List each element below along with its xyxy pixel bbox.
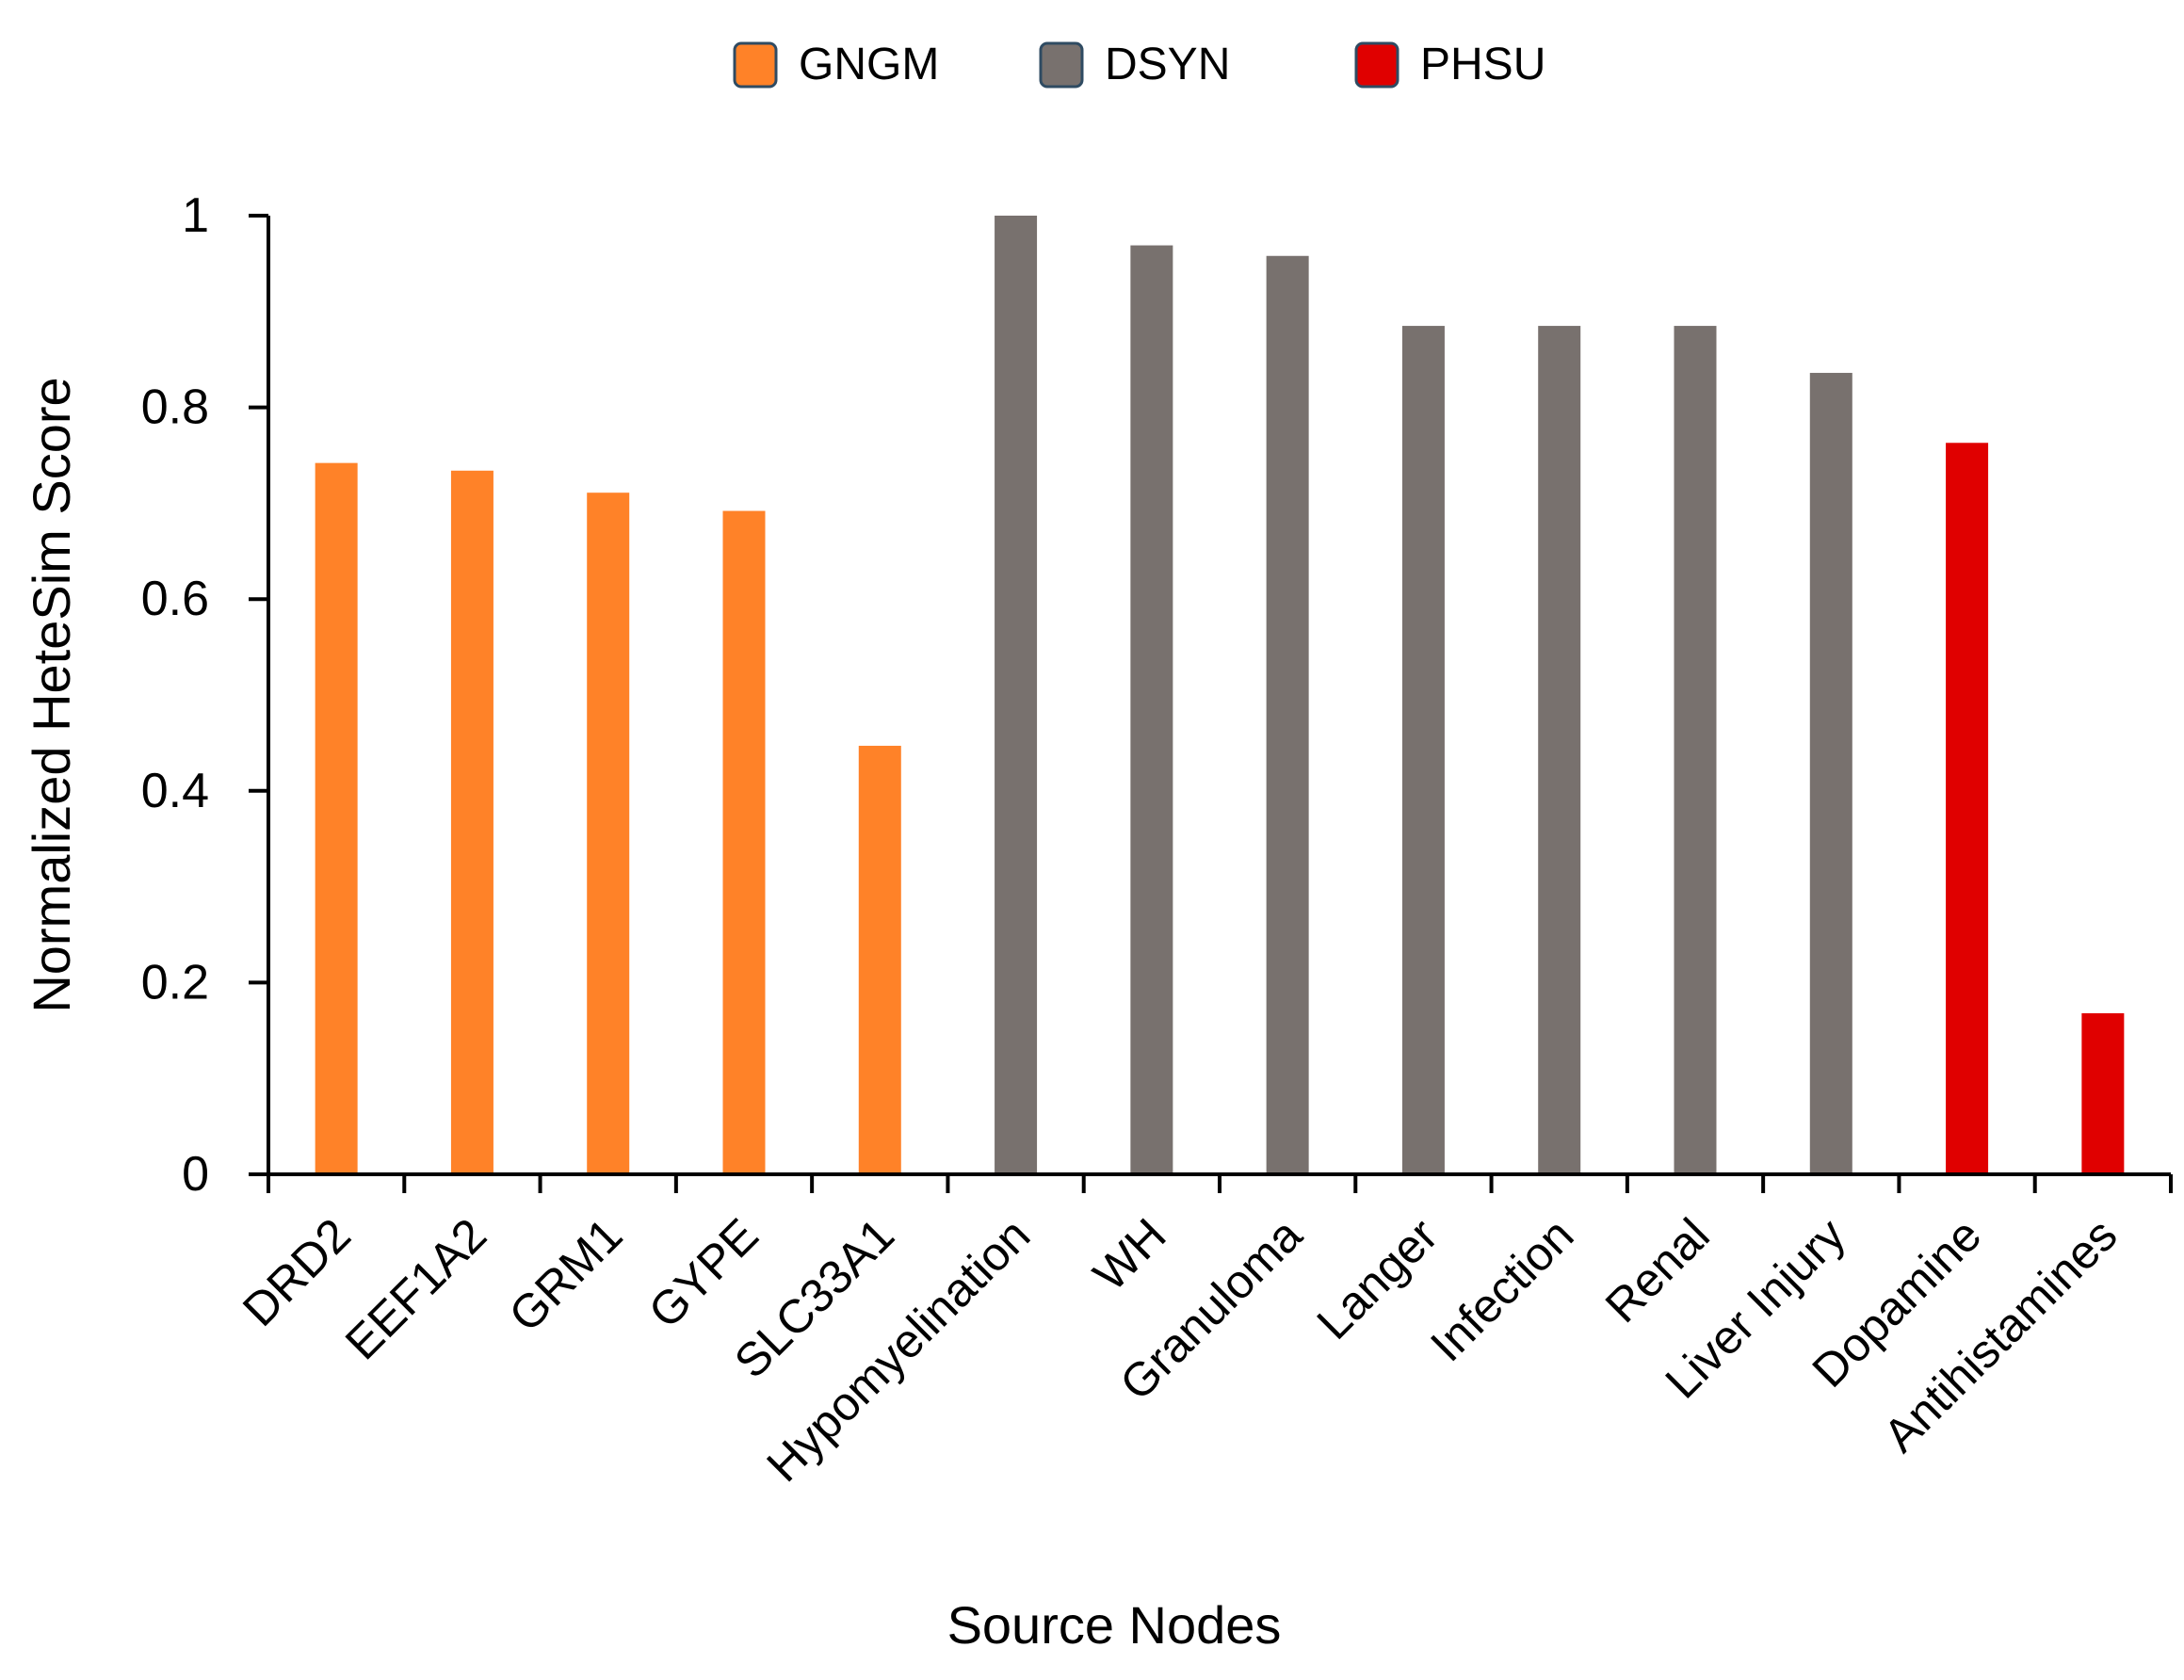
legend-label: PHSU [1420,40,1545,89]
y-tick-label: 0.8 [141,380,209,435]
x-tick-label: DRD2 [233,1208,361,1336]
legend-swatch [1354,41,1399,89]
x-tick-label: Antihistamines [1873,1208,2127,1462]
y-tick-label: 0.6 [141,572,209,626]
x-tick-label: WH [1083,1208,1176,1301]
x-tick-label: Renal [1595,1208,1720,1333]
y-ticks: 0 0.2 0.4 0.6 0.8 1 [141,188,268,1202]
x-axis-label: Source Nodes [947,1595,1282,1655]
x-tick-label: Infection [1420,1208,1583,1371]
legend-swatch [733,41,778,89]
bar-drd2 [315,462,358,1174]
bar-slc33a1 [858,745,901,1174]
y-axis-label: Normalized HeteSim Score [22,377,81,1012]
legend: GNGM DSYN PHSU [733,40,1545,89]
y-tick-label: 0.2 [141,955,209,1010]
axes [267,216,2171,1176]
x-tick-label: GYPE [639,1208,768,1338]
legend-label: GNGM [799,40,939,89]
legend-label: DSYN [1105,40,1230,89]
bar-hypomyelination [995,216,1038,1174]
bar-liver-injury [1809,372,1852,1174]
y-tick-label: 1 [182,188,209,243]
bar-langer [1401,326,1445,1174]
bar-antihistamines [2081,1012,2125,1174]
x-tick-label: EEF1A2 [335,1208,496,1369]
bar-wh [1130,245,1173,1174]
legend-item-gngm: GNGM [733,40,939,89]
legend-swatch [1039,41,1084,89]
bars [315,216,2125,1174]
bar-infection [1538,326,1581,1174]
y-tick-label: 0.4 [141,764,209,818]
bar-dopamine [1946,443,1989,1174]
bar-granuloma [1266,255,1309,1174]
bar-grm1 [587,493,630,1174]
bar-renal [1674,326,1717,1174]
legend-item-phsu: PHSU [1354,40,1545,89]
bar-gype [722,510,766,1174]
legend-item-dsyn: DSYN [1039,40,1230,89]
bar-eef1a2 [450,470,493,1174]
y-tick-label: 0 [182,1147,209,1202]
x-tick-label: GRM1 [499,1208,633,1342]
